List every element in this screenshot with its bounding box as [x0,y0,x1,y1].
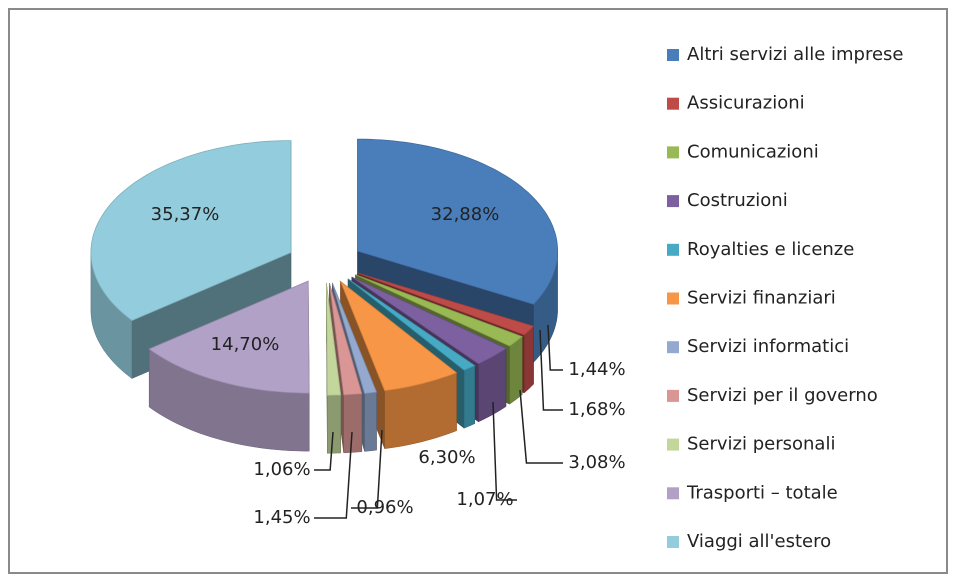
legend-label: Altri servizi alle imprese [687,44,904,65]
slice [148,280,310,394]
slice [357,138,558,305]
legend-swatch [667,292,679,305]
slice-wall [364,391,377,452]
leader-line [314,431,334,471]
legend-label: Assicurazioni [687,93,805,114]
data-label: 0,96% [356,497,413,518]
slice [347,278,476,371]
legend-label: Servizi personali [687,434,835,455]
leader-line [539,329,563,411]
data-label: 3,08% [568,452,625,473]
data-label: 1,07% [456,489,513,510]
legend-label: Servizi finanziari [687,288,836,309]
slice-wall [523,325,534,394]
legend-swatch [667,341,679,354]
leader-line [547,324,563,371]
legend-label: Costruzioni [687,190,788,211]
legend-swatch [667,438,679,451]
legend-label: Royalties e licenze [687,239,854,260]
slice [339,280,458,392]
leader-line [314,431,353,519]
slice [326,283,342,396]
slice [90,140,292,321]
data-label: 35,37% [151,204,220,225]
legend-swatch [667,243,679,256]
slice [329,282,363,396]
data-label: 1,06% [253,459,310,480]
legend-label: Servizi per il governo [687,385,878,406]
legend-swatch [667,195,679,208]
slice-wall [463,365,475,429]
leader-line [519,389,563,464]
legend-swatch [667,536,679,548]
slice-wall [327,394,341,454]
data-label: 14,70% [211,334,280,355]
slice-wall [343,393,363,454]
slice [355,274,524,347]
data-label: 1,45% [253,507,310,528]
legend-label: Viaggi all'estero [687,531,831,552]
legend-swatch [667,487,679,500]
legend-swatch [667,49,679,61]
legend-swatch [667,389,679,402]
legend-label: Comunicazioni [687,141,819,162]
slice [331,282,378,394]
leader-line [492,401,517,501]
legend-label: Trasporti – totale [686,482,838,503]
leader-line [351,429,383,509]
slice [351,276,507,365]
data-label: 32,88% [431,204,500,225]
legend-label: Servizi informatici [687,336,849,357]
data-label: 1,44% [568,359,625,380]
data-label: 1,68% [568,399,625,420]
slice [357,272,535,336]
legend-swatch [667,146,679,159]
data-label: 6,30% [418,447,475,468]
legend-swatch [667,97,679,110]
